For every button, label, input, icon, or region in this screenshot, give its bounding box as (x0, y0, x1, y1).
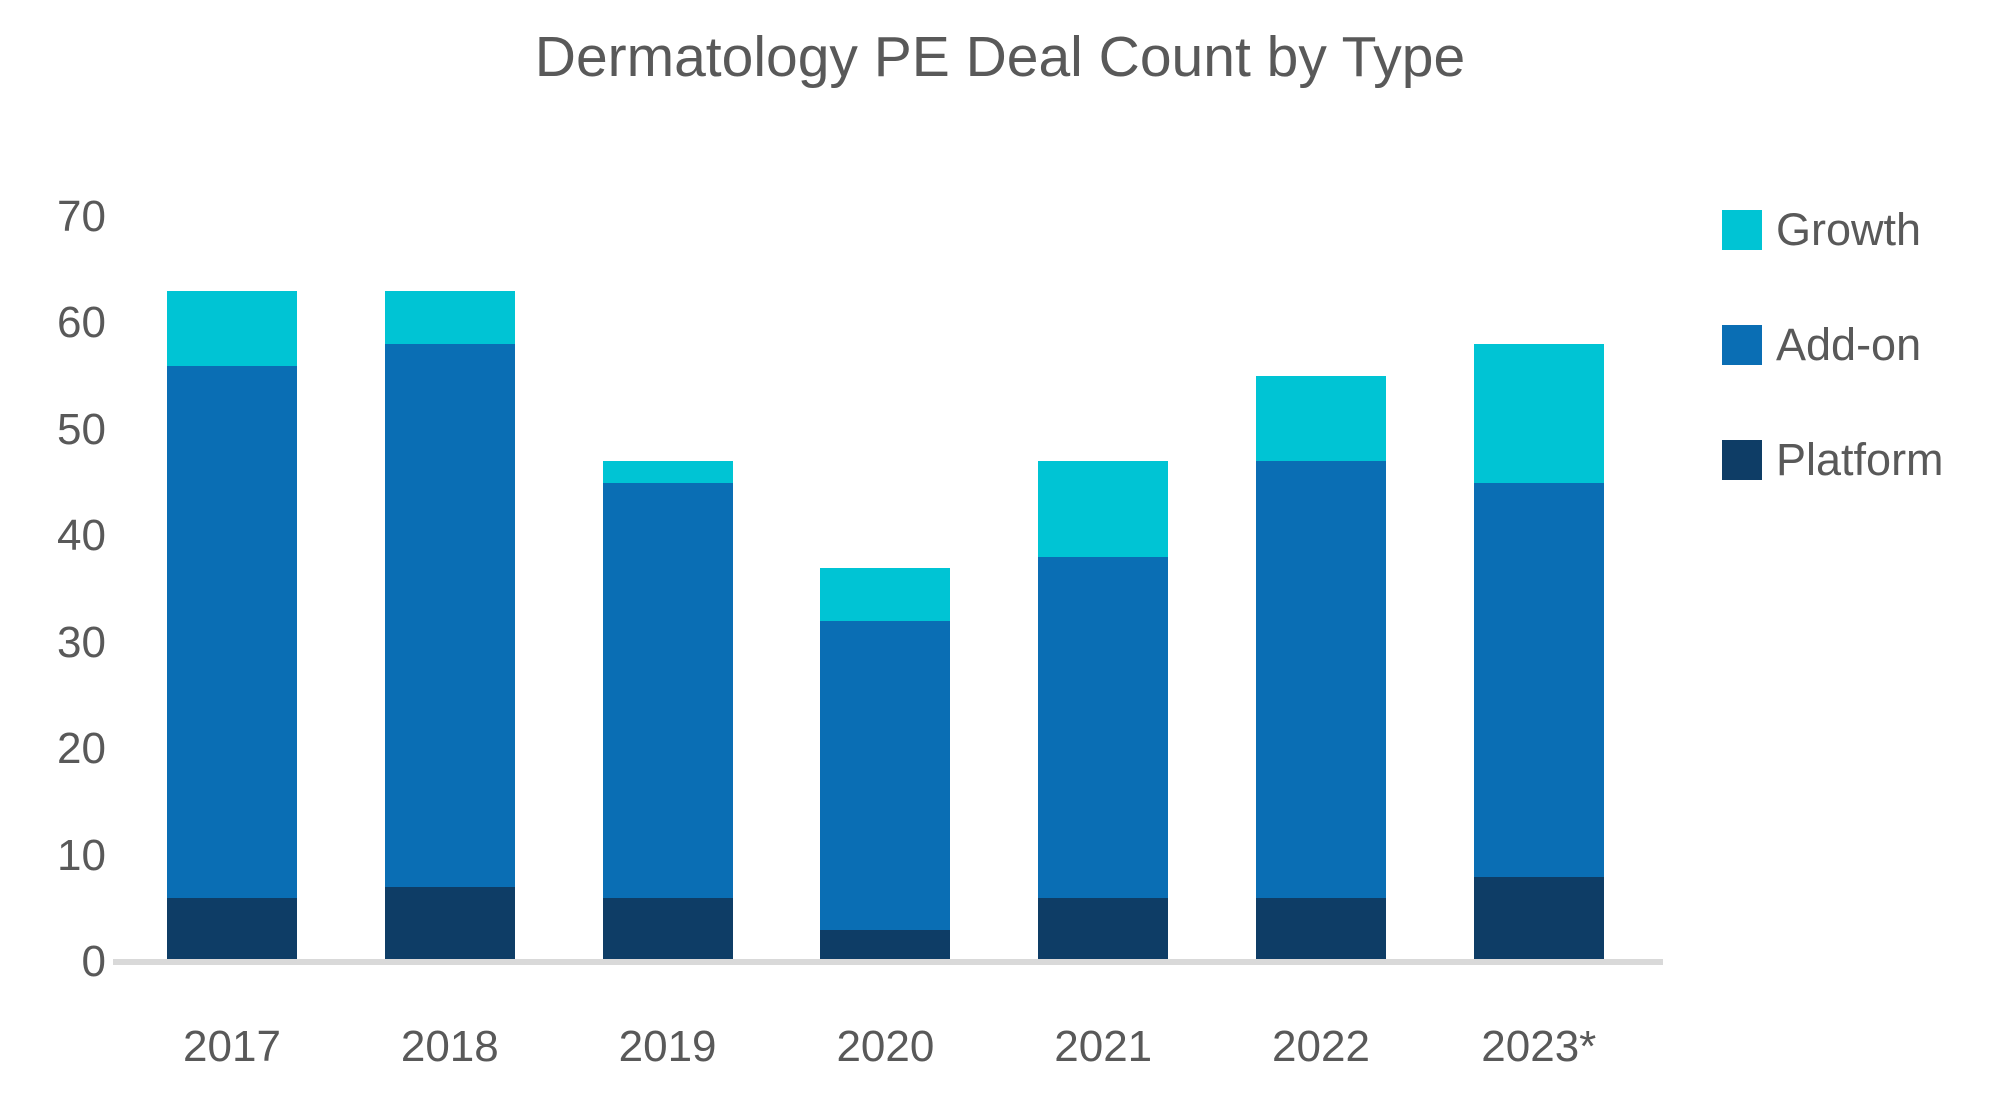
y-axis-tick-label-70: 70 (57, 191, 106, 241)
y-axis-tick-label-20: 20 (57, 724, 106, 773)
chart-title: Dermatology PE Deal Count by Type (534, 25, 1466, 89)
y-axis-tick-label-30: 30 (57, 617, 106, 667)
bar-segment-2022-growth (1256, 376, 1386, 462)
legend: Growth Add-on Platform (1722, 204, 1944, 549)
y-axis-tick-label-50: 50 (57, 404, 106, 454)
bar-segment-2021-add-on (1038, 557, 1169, 899)
legend-item-growth: Growth (1722, 204, 1944, 256)
x-axis-tick-label-2019: 2019 (618, 1022, 717, 1071)
bar-segment-2022-add-on (1256, 461, 1386, 899)
bar-segment-2023-add-on (1473, 482, 1604, 877)
bar-segment-2017-growth (167, 291, 297, 366)
bar-segment-2018-add-on (384, 344, 515, 888)
bar-segment-2021-platform (1038, 898, 1169, 962)
x-axis-tick-label-2021: 2021 (1054, 1022, 1153, 1071)
legend-item-add-on: Add-on (1722, 319, 1944, 371)
bar-segment-2020-platform (820, 930, 951, 962)
legend-item-platform: Platform (1722, 434, 1944, 486)
x-axis-tick-label-2017: 2017 (183, 1022, 281, 1071)
bar-segment-2017-platform (167, 898, 297, 962)
y-axis-tick-label-10: 10 (57, 830, 106, 880)
bar-segment-2023-growth (1473, 344, 1604, 483)
bar-segment-2020-add-on (820, 621, 951, 931)
legend-swatch-add-on (1722, 325, 1762, 365)
bar-segment-2019-platform (602, 898, 733, 962)
bar-segment-2020-growth (820, 567, 951, 622)
x-axis-tick-label-2022: 2022 (1272, 1022, 1370, 1071)
legend-label-add-on: Add-on (1776, 319, 1922, 370)
x-axis-tick-label-2023: 2023* (1481, 1022, 1597, 1071)
bar-segment-2023-platform (1473, 876, 1604, 962)
bar-segment-2018-growth (384, 291, 515, 345)
legend-label-platform: Platform (1776, 434, 1944, 485)
bar-segment-2019-add-on (602, 482, 733, 899)
x-axis-tick-label-2018: 2018 (400, 1022, 499, 1071)
x-axis-line (113, 959, 1663, 965)
bar-segment-2022-platform (1256, 898, 1386, 962)
bar-segment-2017-add-on (167, 365, 297, 899)
legend-label-growth: Growth (1776, 204, 1922, 255)
bar-segment-2019-growth (602, 461, 733, 483)
bar-segment-2021-growth (1038, 461, 1169, 558)
y-axis-tick-label-60: 60 (57, 298, 106, 347)
legend-swatch-platform (1722, 440, 1762, 480)
legend-swatch-growth (1722, 210, 1762, 250)
y-axis-tick-label-40: 40 (57, 511, 106, 560)
y-axis-tick-label-0: 0 (81, 937, 106, 986)
bar-segment-2018-platform (384, 887, 515, 962)
x-axis-tick-label-2020: 2020 (836, 1022, 935, 1071)
